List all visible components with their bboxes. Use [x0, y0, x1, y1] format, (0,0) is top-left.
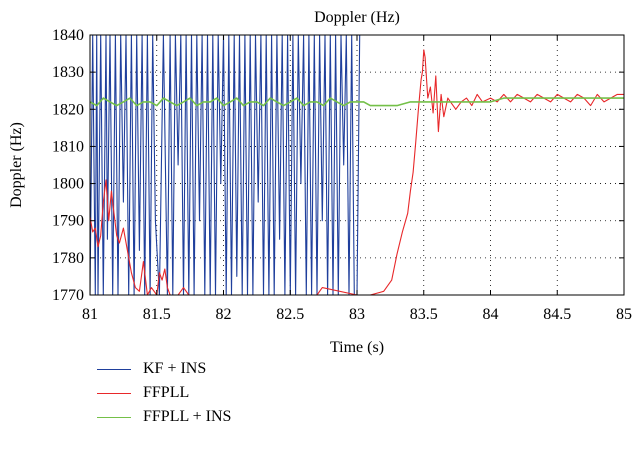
legend-label-kf-ins: KF + INS [143, 360, 207, 377]
y-tick-label: 1770 [52, 287, 84, 304]
legend-swatch-kf-ins [97, 368, 131, 370]
x-tick-label: 82.5 [276, 306, 304, 323]
x-tick-label: 81.5 [143, 306, 171, 323]
x-tick-label: 83 [349, 306, 365, 323]
legend-item-ffpll: FFPLL [97, 381, 231, 405]
legend: KF + INS FFPLL FFPLL + INS [97, 357, 231, 429]
axis-ticks: 81 81.5 82 82.5 83 83.5 84 84.5 85 1770 1780 1790 18… [52, 27, 632, 323]
series-line-kf-ins [90, 35, 363, 295]
y-tick-label: 1830 [52, 64, 84, 81]
series-layer [90, 35, 624, 295]
x-tick-label: 83.5 [410, 306, 438, 323]
legend-item-kf-ins: KF + INS [97, 357, 231, 381]
y-tick-label: 1820 [52, 101, 84, 118]
x-axis-title: Time (s) [330, 339, 384, 356]
y-axis-title: Doppler (Hz) [8, 122, 25, 208]
y-tick-label: 1780 [52, 250, 84, 267]
series-line-ffpll [90, 49, 624, 295]
legend-swatch-ffpll [97, 392, 131, 394]
chart-title: Doppler (Hz) [314, 9, 400, 26]
y-tick-label: 1800 [52, 176, 84, 193]
legend-swatch-ffpll-ins [97, 416, 131, 418]
x-tick-label: 81 [82, 306, 98, 323]
y-tick-label: 1790 [52, 213, 84, 230]
legend-label-ffpll-ins: FFPLL + INS [143, 408, 232, 425]
y-tick-label: 1840 [52, 27, 84, 44]
legend-item-ffpll-ins: FFPLL + INS [97, 405, 231, 429]
x-tick-label: 84 [483, 306, 499, 323]
x-tick-label: 84.5 [543, 306, 571, 323]
x-tick-label: 85 [616, 306, 632, 323]
x-tick-label: 82 [216, 306, 232, 323]
series-line-ffpll-ins [90, 97, 624, 107]
y-tick-label: 1810 [52, 138, 84, 155]
legend-label-ffpll: FFPLL [143, 384, 190, 401]
grid [90, 35, 624, 295]
